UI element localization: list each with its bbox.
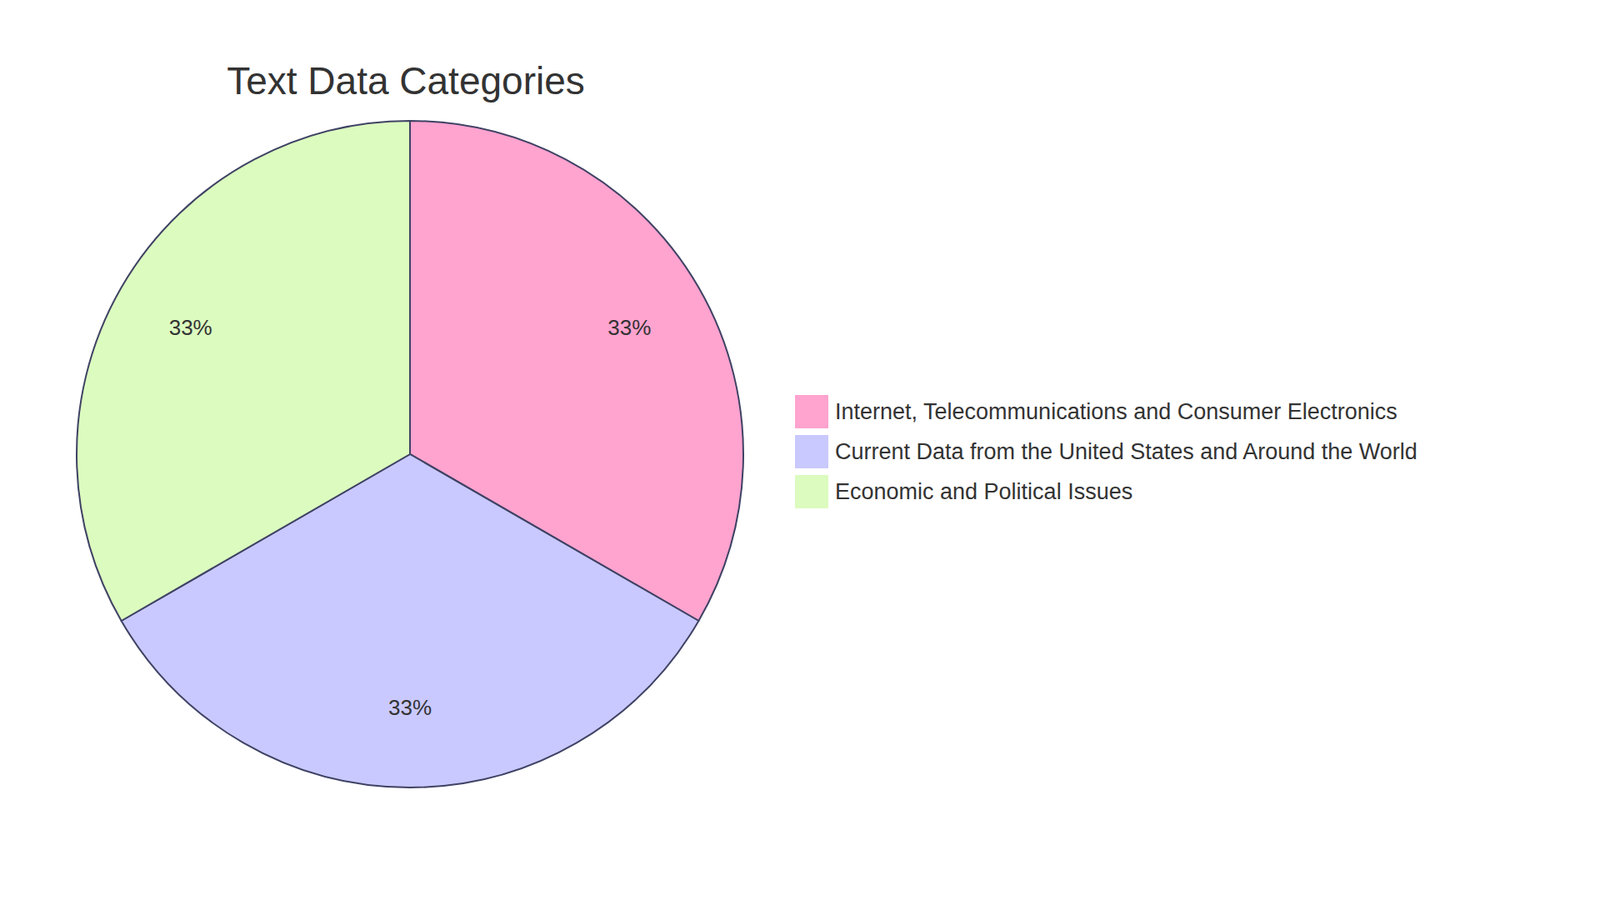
html-text:Economic and Political Issues: Economic and Political Issues (835, 478, 1133, 504)
html-text:Text Data Categories: Text Data Categories (226, 59, 585, 103)
svg-text:33%: 33% (388, 695, 432, 720)
svg-text:33%: 33% (169, 315, 213, 340)
html-text:Internet, Telecommunications a: Internet, Telecommunications and Consume… (835, 398, 1398, 424)
svg-text:33%: 33% (607, 315, 651, 340)
html-text:Current Data from the United S: Current Data from the United States and … (835, 438, 1418, 464)
